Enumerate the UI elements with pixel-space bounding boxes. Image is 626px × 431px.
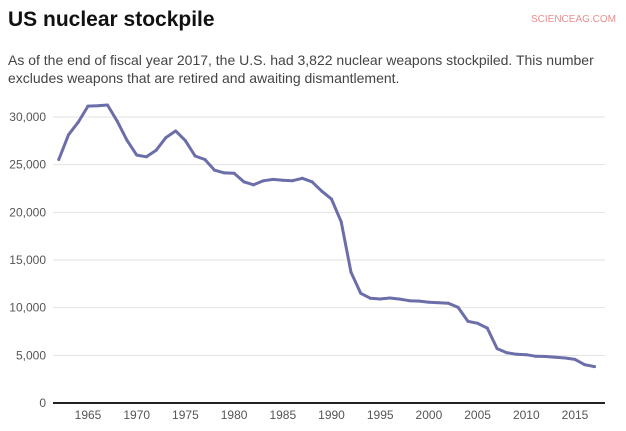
y-tick-label: 20,000 <box>9 205 46 219</box>
data-point <box>456 305 460 309</box>
x-tick-label: 2015 <box>562 408 589 422</box>
data-point <box>466 319 470 323</box>
data-point <box>339 220 343 224</box>
data-point <box>125 138 129 142</box>
data-point <box>105 103 109 107</box>
data-point <box>563 356 567 360</box>
x-tick-label: 1970 <box>123 408 150 422</box>
data-point <box>437 301 441 305</box>
data-point <box>427 300 431 304</box>
data-point <box>544 354 548 358</box>
data-point <box>242 180 246 184</box>
data-point <box>76 120 80 124</box>
data-point <box>57 158 61 162</box>
watermark: SCIENCEAG.COM <box>530 14 616 25</box>
data-point <box>144 155 148 159</box>
data-point <box>174 129 178 133</box>
series-line <box>57 103 596 369</box>
data-point <box>271 177 275 181</box>
y-tick-label: 0 <box>39 396 46 410</box>
data-point <box>193 154 197 158</box>
y-tick-label: 5,000 <box>16 348 46 362</box>
data-point <box>378 297 382 301</box>
data-point <box>252 183 256 187</box>
data-point <box>222 171 226 175</box>
data-point <box>300 176 304 180</box>
y-tick-label: 10,000 <box>9 301 46 315</box>
data-point <box>524 353 528 357</box>
data-point <box>96 104 100 108</box>
data-point <box>115 119 119 123</box>
data-point <box>495 347 499 351</box>
data-point <box>154 148 158 152</box>
data-point <box>554 355 558 359</box>
data-point <box>476 321 480 325</box>
data-point <box>213 168 217 172</box>
x-tick-label: 1965 <box>75 408 102 422</box>
data-point <box>388 296 392 300</box>
data-point <box>583 363 587 367</box>
data-point <box>330 197 333 201</box>
x-tick-label: 1975 <box>172 408 199 422</box>
data-point <box>573 357 577 361</box>
data-point <box>349 270 353 274</box>
data-point <box>368 296 372 300</box>
data-point <box>320 189 324 193</box>
data-point <box>203 157 207 161</box>
data-point <box>485 326 489 330</box>
data-point <box>261 179 265 183</box>
x-tick-label: 1995 <box>367 408 394 422</box>
x-tick-label: 1990 <box>318 408 345 422</box>
data-point <box>398 297 402 301</box>
data-point <box>67 133 71 137</box>
data-point <box>446 301 450 305</box>
data-point <box>359 291 363 295</box>
x-tick-label: 2005 <box>464 408 491 422</box>
y-tick-label: 25,000 <box>9 158 46 172</box>
data-point <box>164 136 168 140</box>
data-point <box>534 354 538 358</box>
chart-subtitle: As of the end of fiscal year 2017, the U… <box>8 52 594 86</box>
data-point <box>281 178 285 182</box>
data-point <box>86 104 90 108</box>
data-point <box>183 139 187 143</box>
data-point <box>291 179 295 183</box>
data-point <box>515 352 519 356</box>
data-point <box>505 351 509 355</box>
x-tick-label: 1980 <box>221 408 248 422</box>
data-point <box>407 299 411 303</box>
y-tick-label: 15,000 <box>9 253 46 267</box>
data-point <box>232 171 236 175</box>
data-point <box>417 299 421 303</box>
x-tick-label: 2010 <box>513 408 540 422</box>
x-tick-label: 1985 <box>269 408 296 422</box>
data-point <box>135 153 139 157</box>
data-point <box>592 365 596 369</box>
chart-title: US nuclear stockpile <box>8 8 215 31</box>
y-tick-label: 30,000 <box>9 110 46 124</box>
data-point <box>310 180 314 184</box>
x-tick-label: 2000 <box>416 408 443 422</box>
